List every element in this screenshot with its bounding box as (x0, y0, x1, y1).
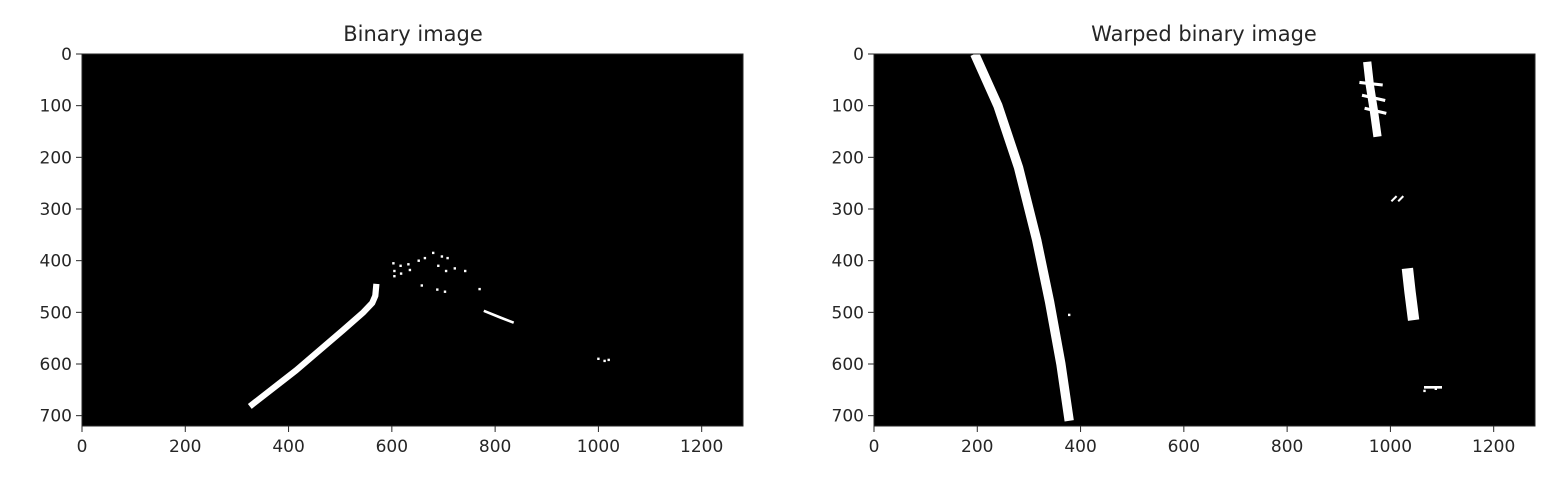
pixel-dot (409, 269, 411, 271)
x-tick-label: 1200 (1472, 437, 1515, 457)
x-tick-label: 400 (272, 437, 304, 457)
pixel-dot (418, 260, 420, 262)
warped-binary-image-panel: Warped binary image 0 200 400 600 800 1000 120… (832, 22, 1535, 457)
pixel-dot (603, 360, 605, 362)
x-tick-label: 400 (1064, 437, 1096, 457)
pixel-dot (392, 262, 394, 264)
pixel-dot (421, 284, 423, 286)
x-tick-label: 800 (1271, 437, 1303, 457)
x-tick-label: 600 (1168, 437, 1200, 457)
y-tick-label: 700 (40, 407, 72, 427)
y-tick-label: 600 (40, 355, 72, 375)
x-tick-label: 800 (479, 437, 511, 457)
y-tick-label: 0 (61, 45, 72, 65)
y-tick-label: 300 (832, 200, 864, 220)
pixel-dot (454, 267, 456, 269)
y-tick-label: 600 (832, 355, 864, 375)
y-tick-label: 0 (853, 45, 864, 65)
pixel-dot (1435, 388, 1437, 390)
y-tick-label: 400 (40, 252, 72, 272)
pixel-dot (478, 288, 480, 290)
y-axis: 0 100 200 300 400 500 600 700 (40, 45, 82, 427)
binary-image-panel: Binary image 0 200 400 600 800 1000 1200 0 100 2… (40, 22, 743, 457)
pixel-dot (393, 270, 395, 272)
pixel-dot (464, 270, 466, 272)
pixel-dot (424, 257, 426, 259)
x-tick-label: 0 (869, 437, 880, 457)
x-tick-label: 0 (77, 437, 88, 457)
y-axis: 0 100 200 300 400 500 600 700 (832, 45, 874, 427)
pixel-dot (400, 272, 402, 274)
x-axis: 0 200 400 600 800 1000 1200 (869, 426, 1516, 457)
y-tick-label: 400 (832, 252, 864, 272)
x-tick-label: 1000 (1369, 437, 1412, 457)
x-axis: 0 200 400 600 800 1000 1200 (77, 426, 724, 457)
pixel-dot (441, 255, 443, 257)
pixel-dot (437, 265, 439, 267)
y-tick-label: 500 (40, 303, 72, 323)
pixel-dot (407, 263, 409, 265)
x-tick-label: 600 (376, 437, 408, 457)
y-tick-label: 200 (40, 148, 72, 168)
pixel-dot (1423, 390, 1425, 392)
chart-title: Warped binary image (1091, 22, 1317, 46)
y-tick-label: 500 (832, 303, 864, 323)
y-tick-label: 100 (40, 97, 72, 117)
pixel-dot (445, 270, 447, 272)
x-tick-label: 1000 (577, 437, 620, 457)
lane-pixel-stroke (1407, 268, 1413, 320)
x-tick-label: 1200 (680, 437, 723, 457)
x-tick-label: 200 (169, 437, 201, 457)
pixel-dot (444, 291, 446, 293)
chart-title: Binary image (343, 22, 483, 46)
pixel-dot (393, 275, 395, 277)
image-area (82, 54, 743, 426)
y-tick-label: 100 (832, 97, 864, 117)
pixel-dot (399, 265, 401, 267)
image-area (874, 54, 1535, 426)
y-tick-label: 700 (832, 407, 864, 427)
pixel-dot (446, 257, 448, 259)
pixel-dot (1068, 314, 1070, 316)
pixel-dot (608, 359, 610, 361)
x-tick-label: 200 (961, 437, 993, 457)
y-tick-label: 200 (832, 148, 864, 168)
y-tick-label: 300 (40, 200, 72, 220)
pixel-dot (597, 358, 599, 360)
pixel-dot (436, 288, 438, 290)
pixel-dot (432, 252, 434, 254)
